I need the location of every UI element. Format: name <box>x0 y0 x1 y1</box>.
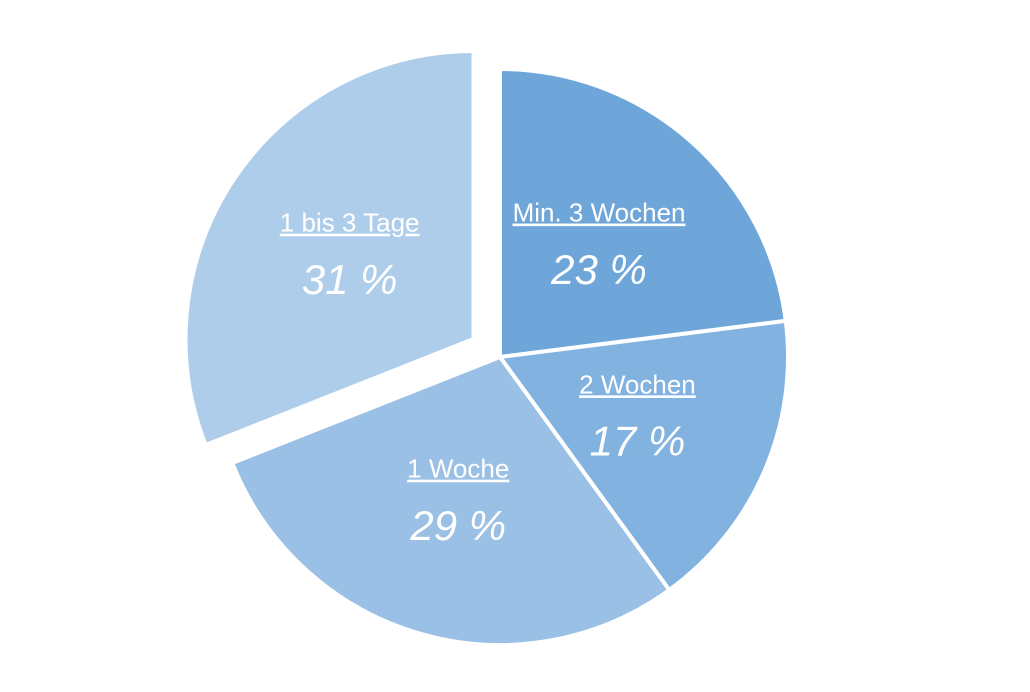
pie-slice <box>498 66 788 360</box>
slice-value: 23 % <box>550 246 647 293</box>
slice-value: 17 % <box>590 418 686 465</box>
pie-slice <box>496 318 790 593</box>
slice-label: Min. 3 Wochen <box>513 198 686 228</box>
slice-value: 31 % <box>302 256 398 303</box>
slice-value: 29 % <box>409 502 506 549</box>
pie-slice <box>229 354 673 647</box>
pie-slice <box>183 49 476 448</box>
slice-label: 1 Woche <box>407 454 509 484</box>
slice-label: 1 bis 3 Tage <box>280 208 420 238</box>
slice-label: 2 Wochen <box>579 369 696 399</box>
